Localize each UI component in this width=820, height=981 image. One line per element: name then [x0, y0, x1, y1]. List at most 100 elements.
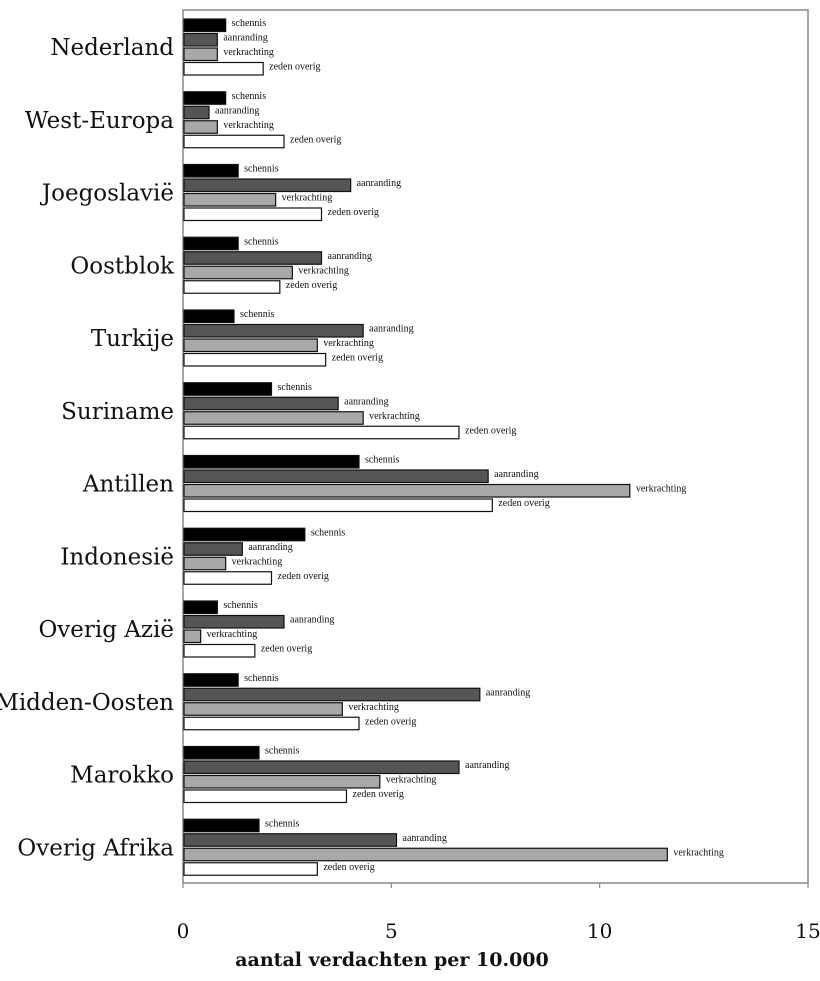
bar	[183, 61, 264, 76]
bar	[183, 789, 348, 804]
bar	[183, 774, 381, 789]
bar	[183, 571, 273, 585]
bar-data-label: schennis	[232, 18, 267, 29]
bar	[183, 542, 243, 556]
bar	[183, 396, 339, 411]
plot-frame	[182, 9, 809, 884]
bar-data-label: schennis	[244, 673, 279, 684]
x-axis-ticks: 0 5 10 15	[177, 883, 820, 943]
bar	[183, 338, 318, 353]
bar-data-label: aanranding	[328, 251, 372, 262]
bar-data-label: verkrachting	[223, 47, 274, 58]
bar-data-label: schennis	[244, 164, 279, 175]
category-label: Joegoslavië	[40, 181, 174, 207]
bar	[183, 251, 323, 265]
bar-data-label: zeden overig	[332, 353, 383, 364]
category-label: Marokko	[70, 763, 174, 789]
bar-data-label: aanranding	[465, 760, 509, 771]
bar-data-label: aanranding	[344, 396, 388, 407]
bar	[183, 687, 481, 702]
bar	[183, 818, 260, 833]
x-axis-title: aantal verdachten per 10.000	[235, 949, 548, 971]
bar-data-label: schennis	[278, 382, 313, 393]
bar-data-label: aanranding	[223, 33, 267, 44]
bar-data-label: verkrachting	[232, 556, 283, 567]
bar-data-label: zeden overig	[286, 280, 337, 291]
bar	[183, 862, 318, 876]
bar-data-label: verkrachting	[386, 775, 437, 786]
bar	[183, 643, 256, 658]
bar-data-label: verkrachting	[348, 702, 399, 713]
bar-data-label: verkrachting	[282, 193, 333, 204]
category-label: Midden-Oosten	[0, 690, 174, 716]
bar-data-label: zeden overig	[465, 425, 516, 436]
x-tick-label: 15	[795, 919, 820, 943]
bar-data-label: aanranding	[215, 105, 259, 116]
bar-data-label: aanranding	[357, 178, 401, 189]
bar	[183, 760, 460, 775]
bar-data-label: aanranding	[248, 542, 292, 553]
bar	[183, 483, 631, 498]
bar	[183, 163, 239, 178]
bar-data-label: zeden overig	[278, 571, 329, 582]
bar-data-label: verkrachting	[636, 484, 687, 495]
bar	[183, 600, 218, 615]
bar-data-label: verkrachting	[223, 120, 274, 131]
bar	[183, 614, 285, 629]
bar-data-label: aanranding	[290, 615, 334, 626]
plot-border	[182, 9, 809, 884]
category-label: Overig Azië	[38, 617, 174, 643]
bar	[183, 527, 306, 542]
bar	[183, 454, 360, 469]
bar	[183, 47, 218, 62]
bar	[183, 192, 277, 207]
bar-data-label: zeden overig	[498, 498, 549, 509]
category-label: Suriname	[61, 399, 174, 425]
bar	[183, 469, 489, 484]
category-label: Turkije	[91, 326, 174, 352]
bar	[183, 833, 398, 847]
category-label: Nederland	[50, 35, 174, 61]
bar-data-label: zeden overig	[353, 789, 404, 800]
bar	[183, 673, 239, 687]
bar	[183, 702, 343, 716]
bar	[183, 309, 235, 324]
category-labels: Nederland West-Europa Joegoslavië Oostblok T…	[0, 35, 175, 861]
bar	[183, 120, 218, 134]
bar	[183, 32, 218, 47]
bar-data-label: schennis	[365, 455, 400, 466]
bar-data-label: zeden overig	[290, 134, 341, 145]
bar-data-label: aanranding	[369, 324, 413, 335]
bar	[183, 556, 227, 571]
bar-data-label: schennis	[232, 91, 267, 102]
x-tick-label: 10	[587, 919, 612, 943]
bar-data-label: schennis	[265, 746, 300, 757]
bar-data-label: schennis	[240, 309, 275, 320]
bar	[183, 323, 364, 338]
bar	[183, 847, 668, 862]
bar-data-label: zeden overig	[328, 207, 379, 218]
category-label: Indonesië	[60, 544, 174, 570]
bar	[183, 629, 202, 644]
bar-data-label: aanranding	[403, 833, 447, 844]
bar	[183, 265, 293, 280]
bar	[183, 411, 364, 425]
bar-data-label: verkrachting	[673, 847, 724, 858]
bar-data-label: zeden overig	[261, 644, 312, 655]
category-label: Overig Afrika	[17, 835, 174, 861]
bar	[183, 105, 210, 120]
bar	[183, 425, 460, 440]
bar-data-label: verkrachting	[298, 265, 349, 276]
category-label: Antillen	[82, 472, 174, 498]
category-label: Oostblok	[70, 253, 175, 279]
bar	[183, 134, 285, 149]
bar	[183, 716, 360, 731]
bar	[183, 236, 239, 251]
bar	[183, 745, 260, 760]
category-label: West-Europa	[25, 108, 174, 134]
bar	[183, 280, 281, 294]
bar	[183, 91, 227, 105]
bar-data-label: zeden overig	[365, 716, 416, 727]
x-tick-label: 5	[385, 919, 398, 943]
